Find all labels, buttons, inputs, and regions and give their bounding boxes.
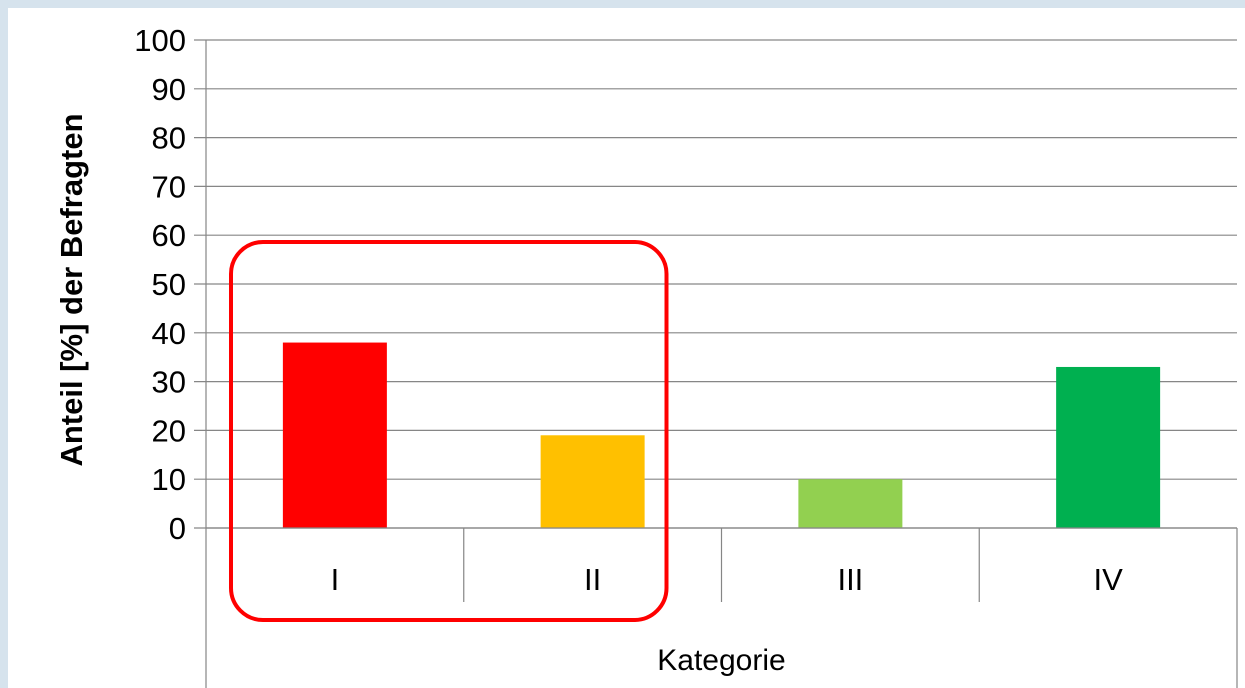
bar-III <box>798 479 903 528</box>
x-tick-labels: I II III IV <box>331 562 1124 597</box>
y-tick-label: 70 <box>152 169 186 204</box>
y-tick-label: 50 <box>152 267 186 302</box>
x-tick-label: III <box>837 562 863 597</box>
y-tick-label: 20 <box>152 413 186 448</box>
y-tick-label: 80 <box>152 121 186 156</box>
y-tick-label: 30 <box>152 365 186 400</box>
x-axis-label: Kategorie <box>657 644 785 677</box>
y-tick-label: 60 <box>152 218 186 253</box>
y-tick-label: 10 <box>152 462 186 497</box>
bars <box>282 342 1161 528</box>
y-tick-labels: 0 10 20 30 40 50 60 70 80 90 100 <box>134 23 186 546</box>
x-tick-label: II <box>584 562 601 597</box>
bar-IV <box>1056 366 1161 528</box>
y-tick-label: 90 <box>152 72 186 107</box>
x-tick-label: I <box>331 562 340 597</box>
chart-frame: 0 10 20 30 40 50 60 70 80 90 100 I II III IV Anteil [… <box>8 8 1245 688</box>
bar-II <box>540 435 645 528</box>
y-axis-label: Anteil [%] der Befragten <box>54 113 89 466</box>
x-tick-label: IV <box>1093 562 1123 597</box>
bar-I <box>282 342 387 528</box>
y-tick-label: 100 <box>134 23 186 58</box>
y-tick-label: 40 <box>152 316 186 351</box>
x-axis <box>206 527 1238 688</box>
y-tick-label: 0 <box>169 511 186 546</box>
highlight-box <box>229 240 669 622</box>
